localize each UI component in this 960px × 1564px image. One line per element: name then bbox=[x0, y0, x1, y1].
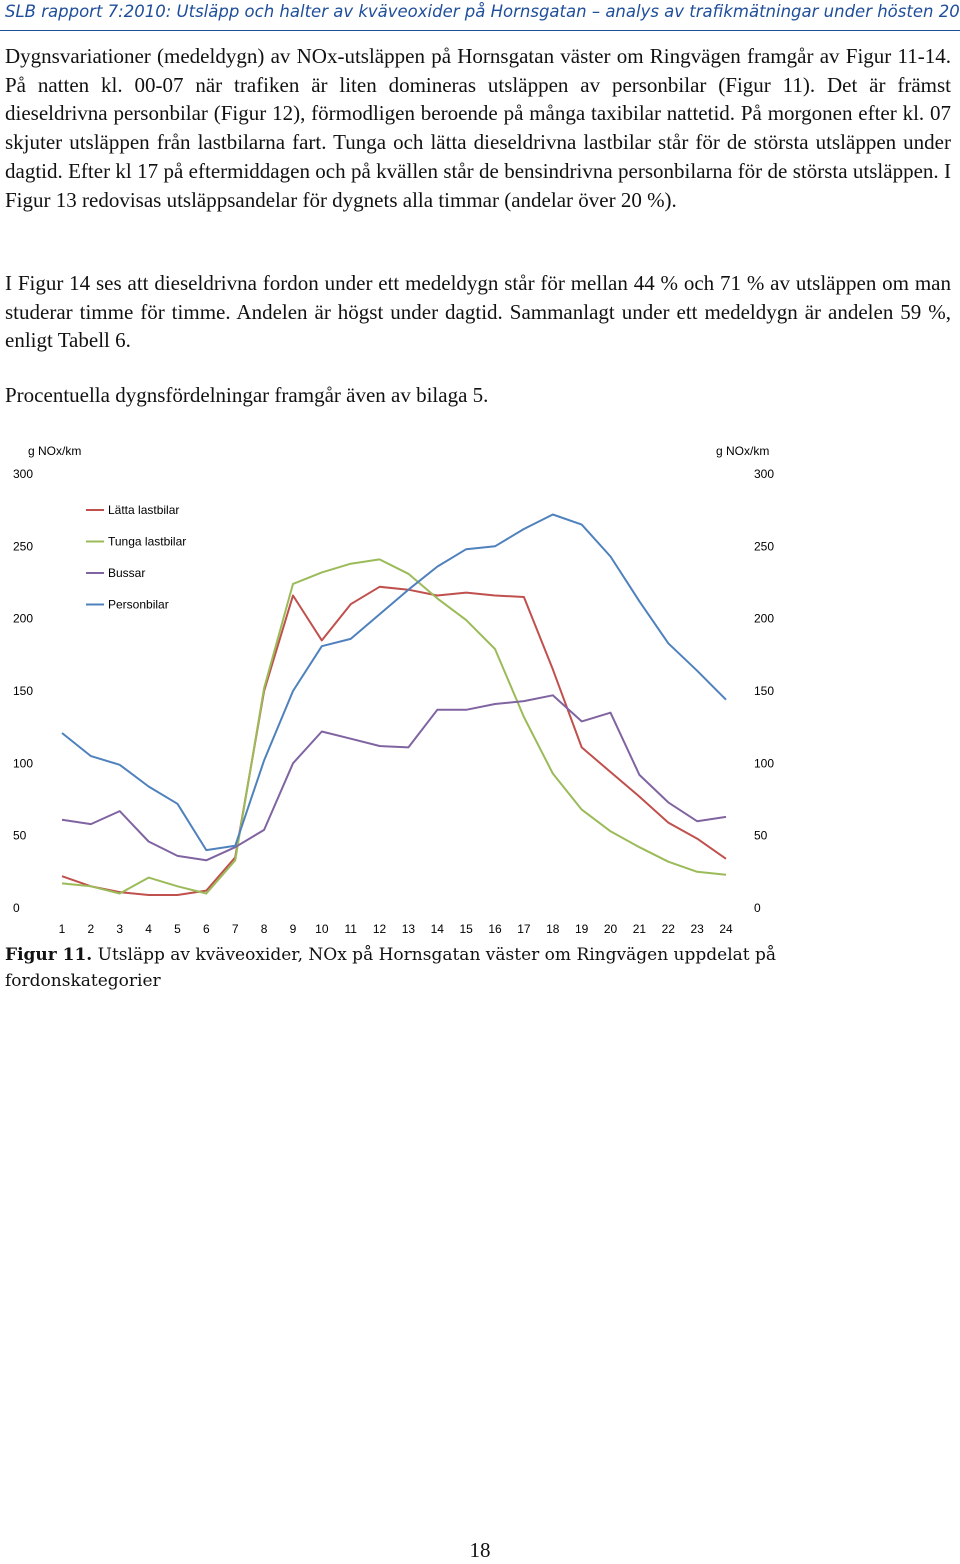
x-tick-label: 21 bbox=[633, 922, 647, 936]
x-tick-label: 18 bbox=[546, 922, 560, 936]
series-line-4 bbox=[61, 513, 727, 852]
running-header: SLB rapport 7:2010: Utsläpp och halter a… bbox=[5, 2, 960, 21]
x-tick-label: 8 bbox=[261, 922, 268, 936]
legend-label: Lätta lastbilar bbox=[108, 503, 179, 517]
y-tick-right-label: 50 bbox=[754, 829, 768, 843]
y-tick-left-label: 200 bbox=[13, 612, 33, 626]
series-line-3 bbox=[61, 694, 727, 862]
x-tick-label: 7 bbox=[232, 922, 239, 936]
y-tick-right-label: 0 bbox=[754, 901, 761, 915]
y-tick-right-label: 250 bbox=[754, 539, 774, 553]
body-paragraph-3: Procentuella dygnsfördelningar framgår ä… bbox=[5, 383, 489, 407]
x-tick-label: 5 bbox=[174, 922, 181, 936]
x-tick-label: 6 bbox=[203, 922, 210, 936]
y-tick-left-label: 250 bbox=[13, 539, 33, 553]
y-tick-right-label: 150 bbox=[754, 684, 774, 698]
x-tick-label: 12 bbox=[373, 922, 387, 936]
x-tick-label: 22 bbox=[662, 922, 676, 936]
y-tick-right-label: 200 bbox=[754, 612, 774, 626]
x-tick-label: 16 bbox=[488, 922, 502, 936]
series-line-1 bbox=[61, 585, 727, 896]
line-chart-svg: g NOx/km g NOx/km 0 0 50 50 100 100 150 150 200 200… bbox=[13, 444, 774, 936]
figure-caption: Figur 11. Utsläpp av kväveoxider, NOx på… bbox=[5, 942, 905, 994]
figure-11-chart: g NOx/km g NOx/km 0 0 50 50 100 100 150 150 200 200… bbox=[0, 430, 960, 945]
x-tick-label: 3 bbox=[116, 922, 123, 936]
x-tick-label: 19 bbox=[575, 922, 589, 936]
x-tick-label: 23 bbox=[690, 922, 704, 936]
x-tick-label: 15 bbox=[459, 922, 473, 936]
x-tick-label: 10 bbox=[315, 922, 329, 936]
series-line-2 bbox=[61, 558, 727, 895]
y-tick-left-label: 150 bbox=[13, 684, 33, 698]
body-paragraph-1: Dygnsvariationer (medeldygn) av NOx-utsl… bbox=[5, 44, 951, 212]
x-tick-label: 14 bbox=[431, 922, 445, 936]
x-tick-label: 13 bbox=[402, 922, 416, 936]
x-tick-label: 24 bbox=[719, 922, 733, 936]
header-rule bbox=[0, 30, 960, 31]
y-tick-left-label: 50 bbox=[13, 829, 27, 843]
x-tick-label: 2 bbox=[88, 922, 95, 936]
legend-label: Bussar bbox=[108, 566, 145, 580]
y-tick-left-label: 100 bbox=[13, 756, 33, 770]
y-axis-left-label: g NOx/km bbox=[28, 444, 81, 458]
x-tick-label: 11 bbox=[344, 922, 357, 936]
x-tick-label: 20 bbox=[604, 922, 618, 936]
body-paragraph-2: I Figur 14 ses att dieseldrivna fordon u… bbox=[5, 271, 951, 353]
x-tick-label: 9 bbox=[290, 922, 297, 936]
x-tick-label: 4 bbox=[145, 922, 152, 936]
legend-label: Personbilar bbox=[108, 598, 169, 612]
x-tick-label: 17 bbox=[517, 922, 531, 936]
y-tick-left-label: 300 bbox=[13, 467, 33, 481]
y-tick-right-label: 100 bbox=[754, 756, 774, 770]
figure-caption-text: Utsläpp av kväveoxider, NOx på Hornsgata… bbox=[5, 945, 777, 991]
y-tick-left-label: 0 bbox=[13, 901, 20, 915]
legend-label: Tunga lastbilar bbox=[108, 535, 186, 549]
y-tick-right-label: 300 bbox=[754, 467, 774, 481]
x-tick-label: 1 bbox=[59, 922, 66, 936]
y-axis-right-label: g NOx/km bbox=[716, 444, 769, 458]
page-number: 18 bbox=[469, 1538, 491, 1562]
figure-label: Figur 11. bbox=[5, 945, 93, 965]
